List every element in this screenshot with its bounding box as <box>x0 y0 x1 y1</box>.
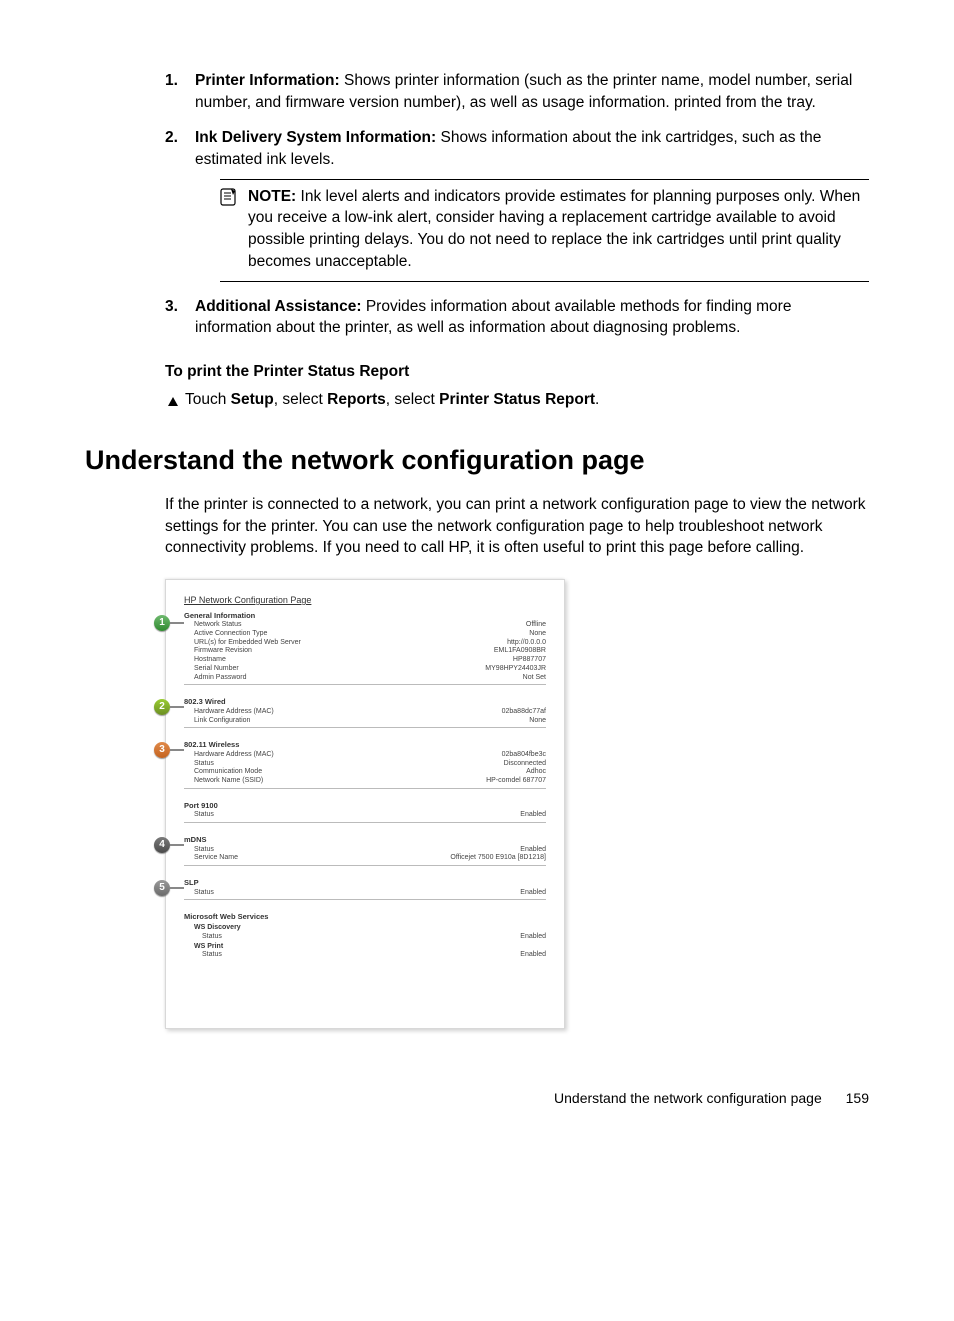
fig-s2-rows: Hardware Address (MAC)02ba88dc77afLink C… <box>184 708 546 726</box>
section-body: If the printer is connected to a network… <box>85 494 869 1029</box>
item1-title: Printer Information: <box>195 72 340 89</box>
fig-s3-title: 802.11 Wireless <box>184 740 546 751</box>
item3-title: Additional Assistance: <box>195 298 362 315</box>
step-post: . <box>595 391 599 408</box>
fig-row: Admin PasswordNot Set <box>194 674 546 683</box>
fig-section-general: 1 General Information Network StatusOffl… <box>184 611 546 692</box>
fig-row: Link ConfigurationNone <box>194 717 546 726</box>
note-content: NOTE: Ink level alerts and indicators pr… <box>248 186 869 273</box>
step-b3: Printer Status Report <box>439 391 595 408</box>
fig-s7-sub1: WS Discovery <box>194 923 546 933</box>
fig-s7-sub2: WS Print <box>194 942 546 952</box>
note-label: NOTE: <box>248 188 296 205</box>
fig-section-ws: Microsoft Web Services WS Discovery Stat… <box>184 912 546 962</box>
fig-row: Communication ModeAdhoc <box>194 768 546 777</box>
numbered-list: Printer Information: Shows printer infor… <box>165 70 869 339</box>
step-b2: Reports <box>327 391 386 408</box>
fig-s1-title: General Information <box>184 611 546 622</box>
page-number: 159 <box>846 1090 869 1106</box>
footer-label: Understand the network configuration pag… <box>554 1090 822 1106</box>
callout-1-icon: 1 <box>154 615 170 631</box>
step-row: Touch Setup, select Reports, select Prin… <box>165 389 869 415</box>
fig-row: Hardware Address (MAC)02ba804fbe3c <box>194 751 546 760</box>
fig-s6-title: SLP <box>184 878 546 889</box>
fig-s2-title: 802.3 Wired <box>184 697 546 708</box>
fig-row: URL(s) for Embedded Web Serverhttp://0.0… <box>194 639 546 648</box>
triangle-bullet-icon <box>167 393 185 415</box>
list-item-1: Printer Information: Shows printer infor… <box>165 70 869 113</box>
fig-row: StatusDisconnected <box>194 760 546 769</box>
fig-s7-title: Microsoft Web Services <box>184 912 546 923</box>
step-b1: Setup <box>231 391 274 408</box>
note-icon <box>220 188 244 213</box>
fig-row: StatusEnabled <box>202 933 546 942</box>
section-para: If the printer is connected to a network… <box>165 494 869 559</box>
fig-s7a-rows: StatusEnabled <box>194 933 546 942</box>
figure-wrap: HP Network Configuration Page 1 General … <box>165 579 869 1029</box>
step-text: Touch Setup, select Reports, select Prin… <box>185 389 599 411</box>
fig-section-wireless: 3 802.11 Wireless Hardware Address (MAC)… <box>184 740 546 795</box>
step-m2: , select <box>386 391 439 408</box>
fig-row: Hardware Address (MAC)02ba88dc77af <box>194 708 546 717</box>
content-area: Printer Information: Shows printer infor… <box>85 70 869 414</box>
step-pre: Touch <box>185 391 231 408</box>
fig-row: Network Name (SSID)HP-comdel 687707 <box>194 777 546 786</box>
fig-row: StatusEnabled <box>194 889 546 898</box>
fig-s6-rows: StatusEnabled <box>184 889 546 898</box>
list-item-2: Ink Delivery System Information: Shows i… <box>165 127 869 281</box>
figure-title: HP Network Configuration Page <box>184 594 546 607</box>
fig-section-slp: 5 SLP StatusEnabled <box>184 878 546 906</box>
fig-s5-title: mDNS <box>184 835 546 846</box>
fig-s4-title: Port 9100 <box>184 801 546 812</box>
fig-section-port: Port 9100 StatusEnabled <box>184 801 546 829</box>
fig-row: StatusEnabled <box>202 951 546 960</box>
fig-section-wired: 2 802.3 Wired Hardware Address (MAC)02ba… <box>184 697 546 734</box>
fig-row: Serial NumberMY98HPY24403JR <box>194 665 546 674</box>
callout-4-icon: 4 <box>154 837 170 853</box>
fig-row: HostnameHP887707 <box>194 656 546 665</box>
network-config-figure: HP Network Configuration Page 1 General … <box>165 579 565 1029</box>
fig-s3-rows: Hardware Address (MAC)02ba804fbe3cStatus… <box>184 751 546 786</box>
item2-title: Ink Delivery System Information: <box>195 129 436 146</box>
fig-row: StatusEnabled <box>194 846 546 855</box>
fig-s7b-rows: StatusEnabled <box>194 951 546 960</box>
fig-row: StatusEnabled <box>194 811 546 820</box>
section-heading: Understand the network configuration pag… <box>85 442 869 480</box>
note-text: Ink level alerts and indicators provide … <box>248 188 860 270</box>
fig-s1-rows: Network StatusOfflineActive Connection T… <box>184 621 546 682</box>
step-m1: , select <box>274 391 327 408</box>
note-box: NOTE: Ink level alerts and indicators pr… <box>220 179 869 282</box>
subheading: To print the Printer Status Report <box>165 361 869 383</box>
fig-row: Service NameOfficejet 7500 E910a [8D1218… <box>194 854 546 863</box>
callout-5-icon: 5 <box>154 880 170 896</box>
page-footer: Understand the network configuration pag… <box>85 1089 869 1109</box>
fig-section-mdns: 4 mDNS StatusEnabledService NameOfficeje… <box>184 835 546 872</box>
callout-3-icon: 3 <box>154 742 170 758</box>
fig-s4-rows: StatusEnabled <box>184 811 546 820</box>
fig-s5-rows: StatusEnabledService NameOfficejet 7500 … <box>184 846 546 864</box>
fig-row: Firmware RevisionEML1FA0908BR <box>194 647 546 656</box>
fig-row: Network StatusOffline <box>194 621 546 630</box>
fig-row: Active Connection TypeNone <box>194 630 546 639</box>
list-item-3: Additional Assistance: Provides informat… <box>165 296 869 339</box>
callout-2-icon: 2 <box>154 699 170 715</box>
